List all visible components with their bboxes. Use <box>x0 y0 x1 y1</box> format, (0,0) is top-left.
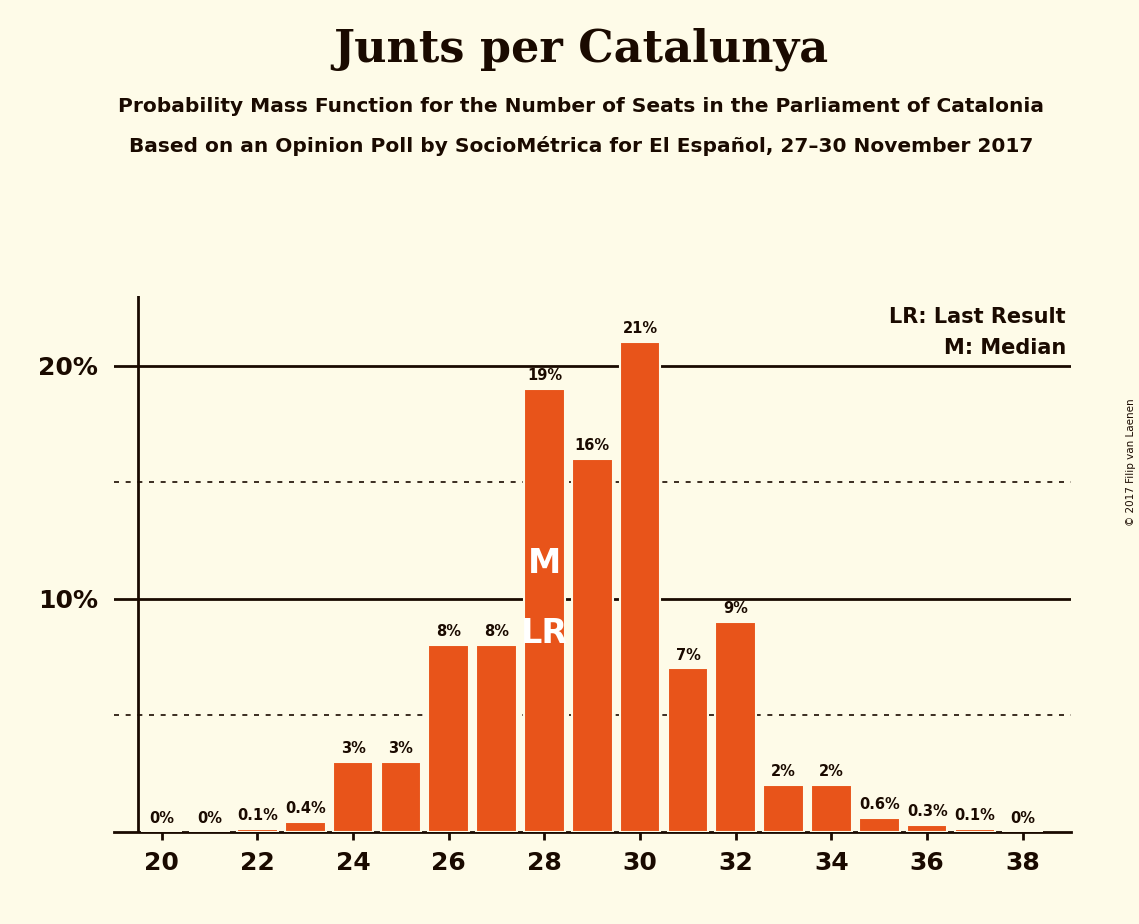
Bar <box>811 785 852 832</box>
Bar <box>715 622 756 832</box>
Text: Based on an Opinion Poll by SocioMétrica for El Español, 27–30 November 2017: Based on an Opinion Poll by SocioMétrica… <box>129 136 1033 156</box>
Bar <box>524 389 565 832</box>
Bar <box>954 829 995 832</box>
Text: 7%: 7% <box>675 648 700 663</box>
Text: Probability Mass Function for the Number of Seats in the Parliament of Catalonia: Probability Mass Function for the Number… <box>118 97 1043 116</box>
Bar <box>859 818 900 832</box>
Text: 0%: 0% <box>149 810 174 826</box>
Text: 21%: 21% <box>623 322 657 336</box>
Text: 0.6%: 0.6% <box>859 796 900 812</box>
Text: 2%: 2% <box>819 764 844 779</box>
Text: 0%: 0% <box>197 810 222 826</box>
Text: 2%: 2% <box>771 764 796 779</box>
Bar <box>333 761 374 832</box>
Text: 8%: 8% <box>436 625 461 639</box>
Text: 0.3%: 0.3% <box>907 804 948 819</box>
Bar <box>572 459 613 832</box>
Text: 0.1%: 0.1% <box>237 808 278 823</box>
Text: 3%: 3% <box>388 741 413 756</box>
Text: 19%: 19% <box>527 368 562 383</box>
Bar <box>907 824 948 832</box>
Text: 0%: 0% <box>1010 810 1035 826</box>
Text: M: M <box>527 547 562 580</box>
Bar <box>380 761 421 832</box>
Text: 16%: 16% <box>575 438 609 453</box>
Bar <box>667 668 708 832</box>
Bar <box>620 342 661 832</box>
Text: Junts per Catalunya: Junts per Catalunya <box>334 28 828 71</box>
Bar <box>237 829 278 832</box>
Text: 0.4%: 0.4% <box>285 801 326 817</box>
Bar <box>476 645 517 832</box>
Text: 3%: 3% <box>341 741 366 756</box>
Text: LR: Last Result: LR: Last Result <box>890 308 1066 327</box>
Bar <box>428 645 469 832</box>
Text: 9%: 9% <box>723 602 748 616</box>
Bar <box>285 822 326 832</box>
Text: 8%: 8% <box>484 625 509 639</box>
Bar <box>763 785 804 832</box>
Text: © 2017 Filip van Laenen: © 2017 Filip van Laenen <box>1126 398 1136 526</box>
Text: M: Median: M: Median <box>943 337 1066 358</box>
Text: LR: LR <box>521 617 568 650</box>
Text: 0.1%: 0.1% <box>954 808 995 823</box>
